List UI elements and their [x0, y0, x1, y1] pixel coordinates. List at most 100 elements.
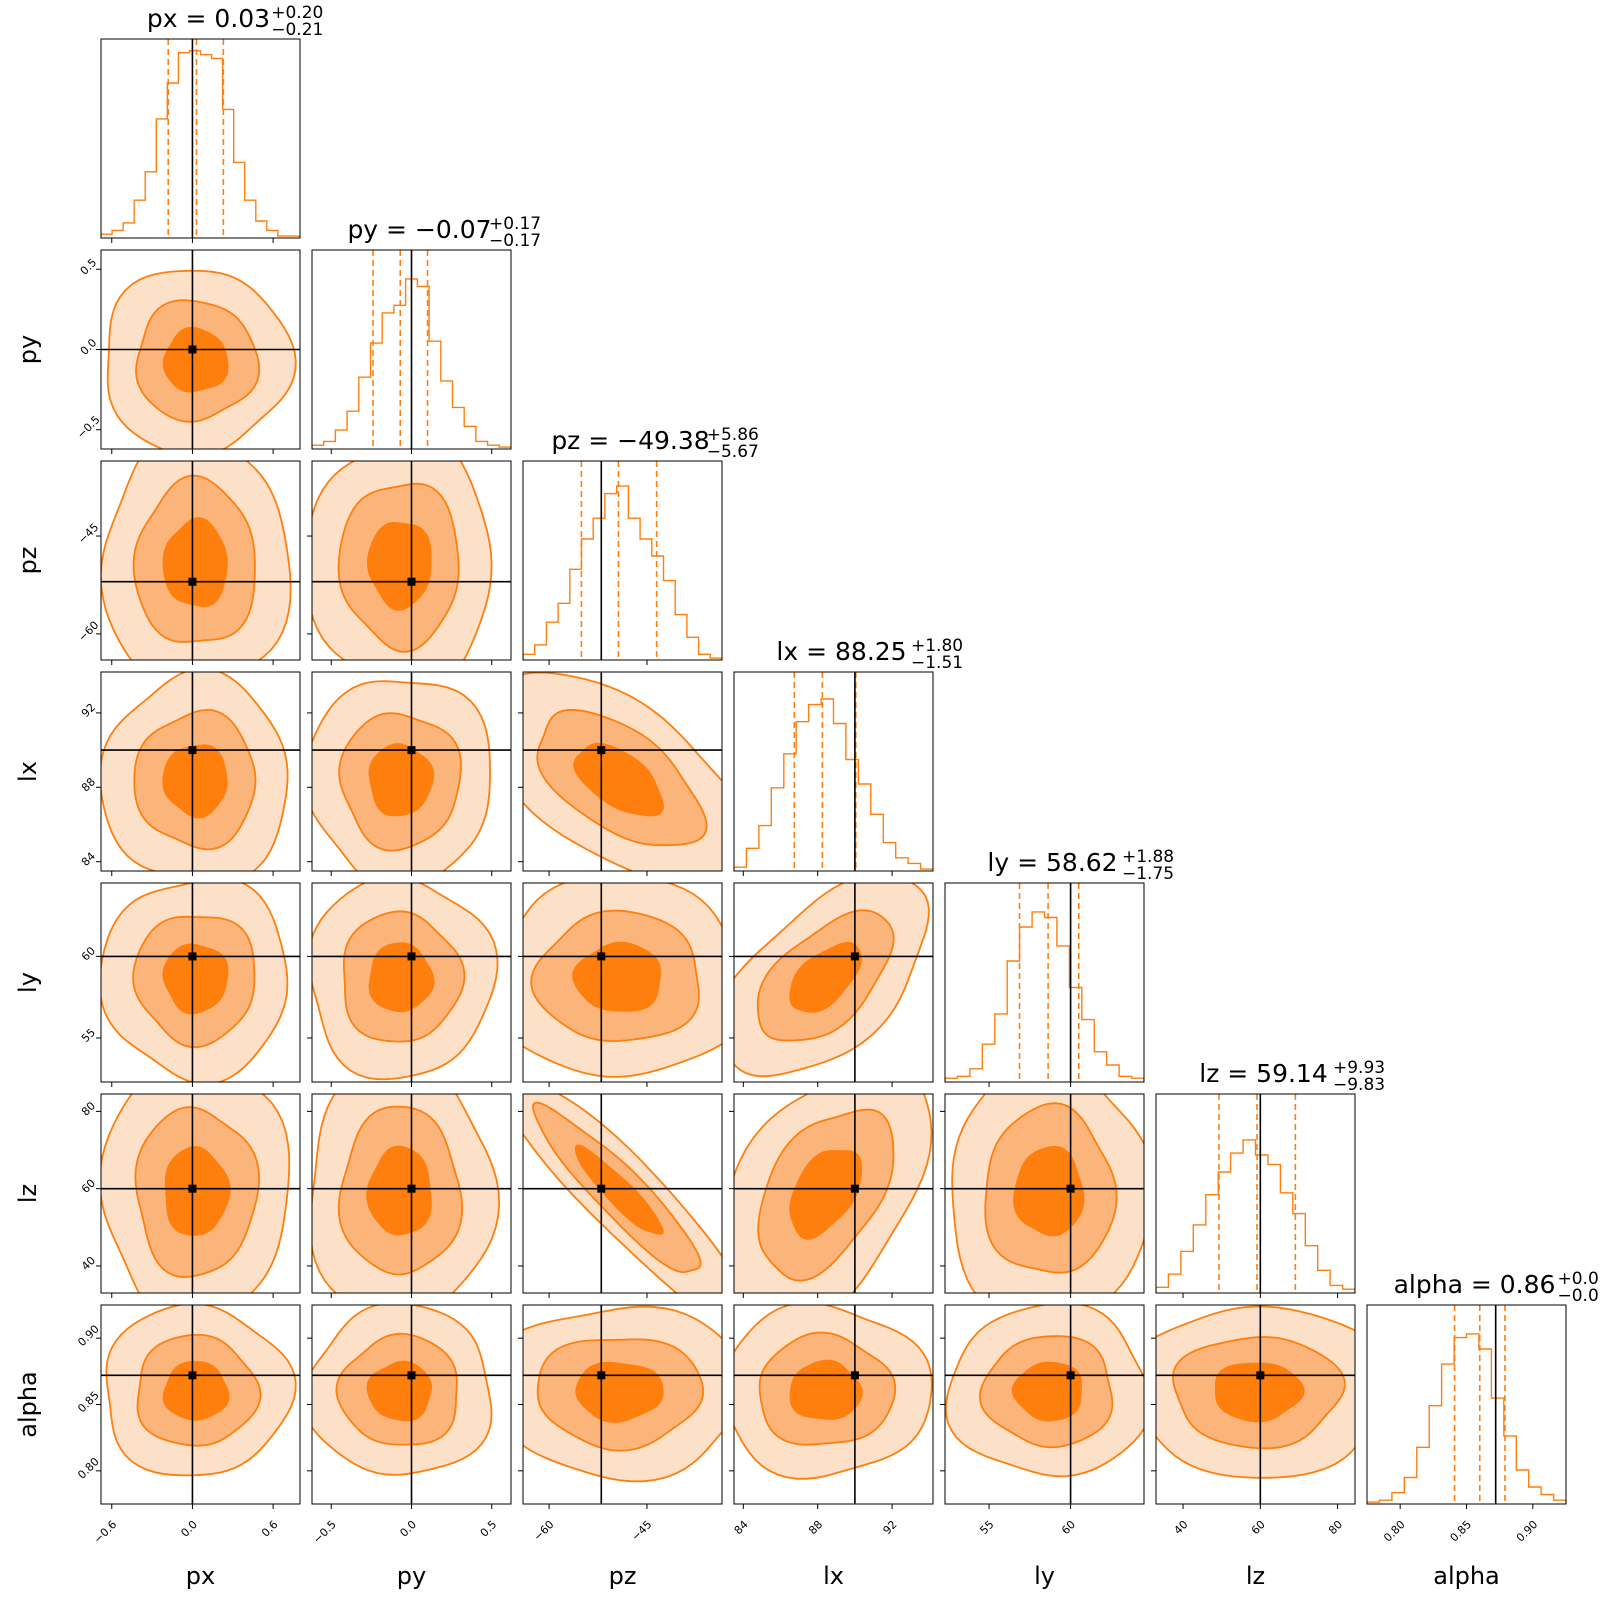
x-tick-label-py: 0.5	[478, 1518, 500, 1540]
contour-1sigma	[1011, 1361, 1083, 1422]
contour-1sigma	[162, 326, 229, 393]
contour-1sigma	[789, 941, 862, 1013]
y-tick-label-alpha: 0.90	[75, 1322, 102, 1349]
y-tick-label-pz: −60	[76, 619, 102, 645]
hist-panel-lz: lz = 59.14 +9.93−9.83	[1155, 1058, 1385, 1298]
truth-marker	[597, 1371, 606, 1380]
title-minus-lx: −1.51	[911, 653, 963, 673]
y-tick-label-lz: 60	[79, 1177, 98, 1196]
title-plus-ly: +1.88	[1122, 847, 1174, 867]
truth-marker	[850, 952, 859, 961]
x-axis-label-lx: lx	[823, 1562, 844, 1590]
histogram-alpha	[1367, 1333, 1566, 1504]
x-tick-label-pz: −45	[629, 1518, 655, 1544]
panel-py-pz	[307, 460, 512, 665]
hist-panel-ly: ly = 58.62 +1.88−1.75	[944, 847, 1174, 1087]
histogram-px	[101, 50, 300, 238]
contour-1sigma	[164, 1145, 231, 1236]
x-tick-label-lz: 80	[1326, 1518, 1345, 1537]
panel-pz-lx	[518, 671, 723, 876]
contour-1sigma	[162, 1360, 230, 1421]
truth-marker	[597, 952, 606, 961]
panel-py-alpha: −0.5 0.0 0.5	[307, 1304, 512, 1546]
truth-marker	[188, 577, 197, 586]
histogram-lx	[734, 698, 933, 871]
x-tick-label-ly: 60	[1059, 1518, 1078, 1537]
y-tick-label-lz: 40	[79, 1254, 98, 1273]
title-minus-ly: −1.75	[1122, 864, 1174, 884]
panel-pz-lz	[518, 1093, 723, 1298]
x-tick-label-pz: −60	[531, 1518, 557, 1544]
title-plus-lx: +1.80	[911, 636, 963, 656]
x-tick-label-py: 0.0	[397, 1518, 419, 1540]
title-plus-py: +0.17	[489, 214, 541, 234]
x-axis-label-px: px	[186, 1562, 215, 1590]
truth-marker	[597, 746, 606, 755]
y-tick-label-py: 0.0	[78, 336, 100, 358]
y-tick-label-py: −0.5	[74, 413, 102, 441]
x-tick-label-py: −0.5	[311, 1518, 339, 1546]
truth-marker	[1066, 1184, 1075, 1193]
title-minus-alpha: −0.02	[1558, 1286, 1600, 1306]
contour-1sigma	[573, 742, 664, 817]
x-axis-label-py: py	[397, 1562, 426, 1590]
truth-marker	[188, 345, 197, 354]
panel-pz-alpha: −60 −45	[518, 1304, 723, 1544]
panel-frame	[100, 38, 301, 239]
panel-frame	[944, 1093, 1145, 1294]
y-tick-label-ly: 60	[79, 944, 98, 963]
panel-px-pz: −60 −45	[76, 460, 301, 665]
title-plus-px: +0.20	[271, 3, 323, 23]
x-tick-label-lx: 84	[732, 1518, 751, 1537]
panel-px-lx: 84 88 92	[79, 671, 301, 876]
x-tick-label-lx: 88	[806, 1518, 825, 1537]
hist-panel-py: py = −0.07+0.17−0.17	[311, 214, 541, 454]
panel-frame	[522, 882, 723, 1083]
panel-lz-alpha: 40 60 80	[1151, 1304, 1356, 1537]
truth-marker	[407, 746, 416, 755]
hist-panel-px: px = 0.03 +0.20−0.21	[100, 3, 323, 243]
panel-frame	[100, 671, 301, 872]
panel-frame	[100, 1093, 301, 1294]
contour-1sigma	[1013, 1145, 1085, 1237]
truth-marker	[188, 952, 197, 961]
x-tick-label-alpha: 0.80	[1381, 1518, 1408, 1545]
x-tick-label-lz: 40	[1171, 1518, 1190, 1537]
truth-marker	[407, 952, 416, 961]
panel-frame	[1155, 1093, 1356, 1294]
y-axis-label-lz: lz	[14, 1184, 42, 1203]
y-axis-label-ly: ly	[14, 972, 42, 993]
x-axis-label-lz: lz	[1246, 1562, 1265, 1590]
x-tick-label-px: −0.6	[91, 1518, 119, 1546]
truth-marker	[188, 1184, 197, 1193]
x-tick-label-px: 0.0	[178, 1518, 200, 1540]
panel-frame	[733, 1093, 934, 1294]
panel-frame	[522, 1093, 723, 1294]
y-tick-label-alpha: 0.80	[75, 1455, 102, 1482]
y-tick-label-pz: −45	[76, 521, 102, 547]
contour-1sigma	[162, 517, 228, 608]
panel-lx-alpha: 84 88 92	[729, 1304, 934, 1537]
x-axis-label-pz: pz	[609, 1562, 637, 1590]
x-axis-label-alpha: alpha	[1433, 1562, 1500, 1590]
panel-frame	[522, 671, 723, 872]
title-ly: ly = 58.62	[987, 848, 1117, 877]
truth-marker	[1256, 1371, 1265, 1380]
y-tick-label-alpha: 0.85	[75, 1389, 102, 1416]
histogram-pz	[523, 485, 722, 660]
x-tick-label-ly: 55	[977, 1518, 996, 1537]
truth-marker	[188, 1371, 197, 1380]
panel-py-ly	[307, 882, 512, 1087]
panel-py-lx	[307, 671, 512, 876]
title-minus-lz: −9.83	[1333, 1075, 1385, 1095]
hist-panel-alpha: alpha = 0.86+0.02−0.02 0.80 0.85 0.90	[1366, 1269, 1600, 1545]
contour-1sigma	[162, 943, 229, 1015]
title-lx: lx = 88.25	[776, 637, 906, 666]
histogram-ly	[945, 911, 1144, 1082]
panel-frame	[100, 460, 301, 661]
panel-px-lz: 40 60 80	[79, 1093, 301, 1298]
title-alpha: alpha = 0.86	[1394, 1270, 1556, 1299]
panel-frame	[733, 882, 934, 1083]
panel-px-alpha: −0.6 0.0 0.6 0.80 0.85 0.90	[75, 1304, 301, 1546]
panel-py-lz	[307, 1093, 512, 1298]
